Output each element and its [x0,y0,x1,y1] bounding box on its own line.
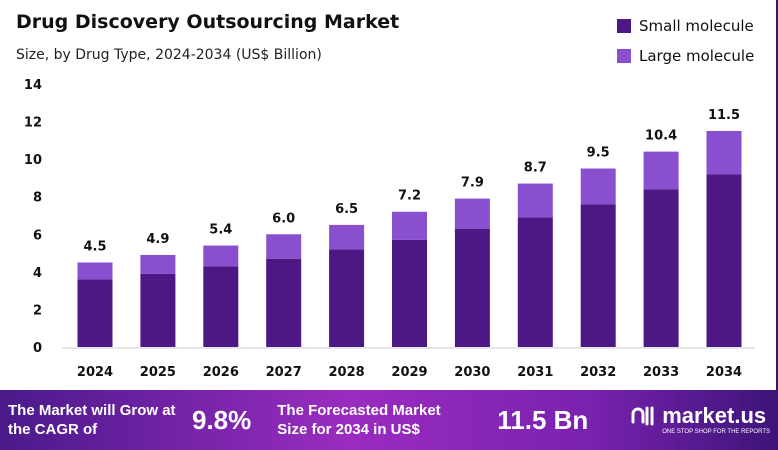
brand-logo: market.us ONE STOP SHOP FOR THE REPORTS [630,404,770,436]
data-label-2024: 4.5 [83,239,106,254]
y-tick-label: 14 [24,78,42,93]
bar-small-molecule-2028 [329,249,365,347]
data-label-2027: 6.0 [272,211,295,226]
brand-name: market.us [662,403,767,428]
y-tick-label: 4 [33,266,42,281]
x-tick-label: 2026 [203,365,239,380]
bar-small-molecule-2029 [392,239,427,347]
x-tick-label: 2025 [140,365,176,380]
legend-label: Small molecule [639,17,754,35]
chart-frame [776,0,778,390]
bar-large-molecule-2028 [329,224,365,250]
y-tick-label: 2 [33,303,42,318]
y-tick-label: 10 [24,153,42,168]
brand-tagline: ONE STOP SHOP FOR THE REPORTS [662,429,770,435]
chart-title: Drug Discovery Outsourcing Market [16,11,400,33]
bar-large-molecule-2024 [77,262,113,280]
bar-large-molecule-2030 [454,198,490,229]
bar-large-molecule-2026 [203,245,239,267]
cagr-text: The Market will Grow at the CAGR of [8,402,176,438]
bar-large-molecule-2029 [392,211,427,240]
data-label-2029: 7.2 [398,189,421,204]
legend-small-molecule: Small molecule [617,17,754,35]
bar-small-molecule-2026 [203,266,239,347]
chart-subtitle: Size, by Drug Type, 2024-2034 (US$ Billi… [16,47,322,63]
x-tick-label: 2029 [391,365,427,380]
x-tick-label: 2027 [266,365,302,380]
x-tick-label: 2032 [580,365,616,380]
bar-large-molecule-2034 [706,130,742,175]
chart-plot: 0 2 4 6 8 10 12 14 4.5 2024 4.9 2025 5.4 2026 6.0 2027 6… [24,78,755,380]
forecast-value: 11.5 Bn [497,405,589,435]
y-tick-label: 6 [33,228,42,243]
x-tick-label: 2030 [454,365,490,380]
data-label-2028: 6.5 [335,202,358,217]
legend-large-molecule: Large molecule [617,47,754,65]
bar-small-molecule-2034 [706,174,742,347]
data-label-2033: 10.4 [645,129,677,144]
y-tick-label: 12 [24,116,42,131]
x-tick-label: 2028 [329,365,365,380]
y-tick-label: 8 [33,191,42,206]
bar-small-molecule-2031 [517,217,553,347]
bar-small-molecule-2032 [580,204,616,347]
data-label-2026: 5.4 [209,223,232,238]
legend-label: Large molecule [639,47,755,65]
bar-small-molecule-2025 [140,273,176,347]
bar-large-molecule-2032 [580,168,616,205]
x-tick-label: 2033 [643,365,679,380]
bar-small-molecule-2033 [643,189,679,347]
legend-swatch [617,19,631,33]
bar-small-molecule-2027 [266,258,302,347]
x-tick-label: 2034 [706,365,742,380]
x-tick-label: 2024 [77,365,113,380]
logo-icon [631,406,654,426]
forecast-text: The Forecasted Market Size for 2034 in U… [277,402,441,438]
footer-banner: The Market will Grow at the CAGR of 9.8%… [0,390,778,450]
legend-swatch [617,49,631,63]
bar-large-molecule-2031 [517,183,553,218]
data-label-2025: 4.9 [146,232,169,247]
data-label-2031: 8.7 [524,161,547,176]
data-label-2032: 9.5 [587,146,610,161]
bar-large-molecule-2027 [266,234,302,259]
data-label-2034: 11.5 [708,108,740,123]
y-tick-label: 0 [33,341,42,356]
bar-large-molecule-2033 [643,151,679,190]
bar-large-molecule-2025 [140,254,176,274]
x-tick-label: 2031 [517,365,553,380]
bar-small-molecule-2024 [77,279,113,347]
bar-small-molecule-2030 [454,228,490,347]
cagr-value: 9.8% [192,405,252,435]
data-label-2030: 7.9 [461,176,484,191]
